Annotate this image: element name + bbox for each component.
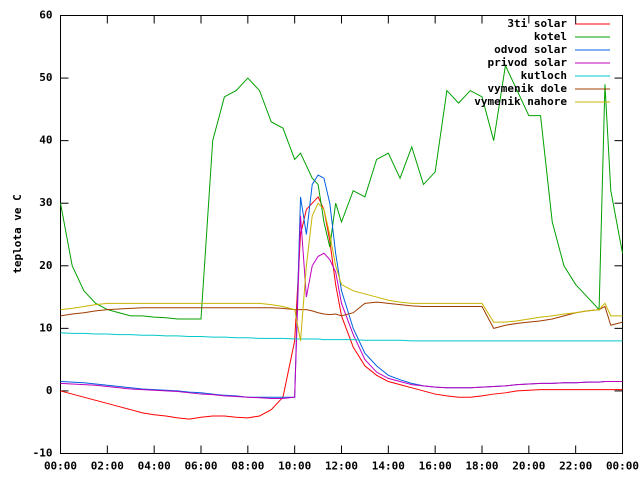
x-tick-label: 20:00 (512, 460, 545, 473)
x-tick-label: 18:00 (465, 460, 498, 473)
legend-label: vymenik dole (488, 82, 568, 95)
y-tick-label: 0 (46, 384, 53, 397)
y-tick-label: 20 (39, 259, 52, 272)
x-tick-label: 04:00 (138, 460, 171, 473)
y-tick-label: 10 (39, 321, 52, 334)
legend-label: odvod solar (494, 43, 567, 56)
series-line (60, 332, 623, 342)
legend-label: vymenik nahore (474, 95, 567, 108)
series-line (60, 202, 623, 341)
x-tick-label: 14:00 (372, 460, 405, 473)
y-tick-label: 60 (39, 9, 52, 22)
y-tick-label: 30 (39, 196, 52, 209)
legend-label: kotel (534, 30, 567, 43)
y-tick-label: -10 (33, 447, 53, 460)
x-tick-label: 02:00 (91, 460, 124, 473)
legend-label: privod solar (488, 56, 568, 69)
x-tick-label: 00:00 (44, 460, 77, 473)
y-tick-label: 40 (39, 134, 52, 147)
x-tick-label: 08:00 (231, 460, 264, 473)
y-tick-label: 50 (39, 71, 52, 84)
series-line (60, 301, 623, 329)
series-line (60, 174, 623, 398)
x-tick-label: 12:00 (325, 460, 358, 473)
x-tick-label: 22:00 (559, 460, 592, 473)
legend-label: 3ti solar (507, 17, 567, 30)
x-tick-label: 10:00 (278, 460, 311, 473)
series-line (60, 215, 623, 399)
x-tick-label: 06:00 (184, 460, 217, 473)
x-tick-label: 00:00 (606, 460, 639, 473)
legend-label: kutloch (521, 69, 567, 82)
series-line (60, 196, 623, 420)
x-tick-label: 16:00 (419, 460, 452, 473)
y-axis-label: teplota ve C (11, 194, 24, 273)
